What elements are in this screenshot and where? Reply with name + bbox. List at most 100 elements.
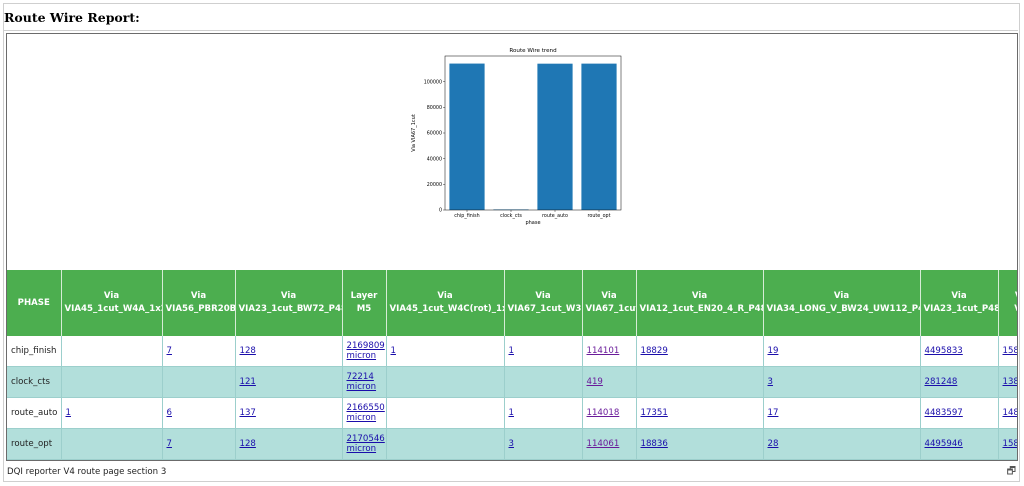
cell-link[interactable]: 7 (166, 345, 172, 356)
cell-link[interactable]: 18829 (640, 345, 668, 356)
bar-route_opt (581, 63, 617, 210)
column-header-line: Via (1015, 291, 1017, 301)
cell-link[interactable]: 4483597 (924, 407, 963, 418)
route-wire-table: PHASE Via VIA45_1cut_W4A_1x2 Via VIA56_PBR20… (7, 270, 1017, 460)
cell-link[interactable]: 3 (508, 438, 514, 449)
cell-link[interactable]: 128 (239, 438, 256, 449)
cell-link[interactable]: 28 (767, 438, 779, 449)
y-tick-label: 80000 (427, 105, 442, 111)
column-header-line: VIA67_1cut_W3 (507, 304, 582, 314)
cell-link[interactable]: 1 (508, 345, 514, 356)
table-cell: 4483597 (920, 397, 999, 429)
y-tick-label: 20000 (427, 182, 442, 188)
cell-link[interactable]: 1 (508, 407, 514, 418)
table-cell: 7 (162, 428, 236, 460)
cell-link[interactable]: 17351 (640, 407, 668, 418)
column-header: Layer M5 (342, 270, 387, 336)
column-header-line: VIA23_1cut_P48 (923, 304, 998, 314)
cell-link[interactable]: 158 (1002, 438, 1018, 449)
phase-cell: chip_finish (7, 336, 62, 367)
table-cell: 1 (61, 397, 163, 429)
cell-link[interactable]: 19 (767, 345, 779, 356)
table-cell: 281248 (920, 366, 999, 398)
x-tick-label: route_opt (588, 213, 611, 219)
table-cell: 1 (504, 397, 583, 429)
table-cell (386, 397, 505, 429)
cell-link[interactable]: 4495946 (924, 438, 963, 449)
bar-route_auto (537, 63, 573, 211)
cell-link[interactable]: 114061 (586, 438, 620, 449)
cell-link[interactable]: 3 (767, 376, 773, 387)
table-cell: 158 (998, 336, 1017, 367)
cell-link[interactable]: 7 (166, 438, 172, 449)
cell-link[interactable]: 1 (390, 345, 396, 356)
table-cell: 19 (763, 336, 921, 367)
column-header-line: Via (280, 291, 297, 301)
table-cell: 28 (763, 428, 921, 460)
table-scroll-container[interactable]: PHASE Via VIA45_1cut_W4A_1x2 Via VIA56_PBR20… (7, 270, 1017, 460)
table-cell: 3 (763, 366, 921, 398)
cell-link[interactable]: 17 (767, 407, 779, 418)
column-header-line: VIA45_1cut_W4C(rot)_1x2 (389, 304, 504, 314)
cell-link[interactable]: 148 (1002, 407, 1018, 418)
cell-link[interactable]: 121 (239, 376, 256, 387)
table-cell: 138 (998, 366, 1018, 398)
table-cell: 72214 micron (342, 366, 387, 398)
report-title: Route Wire Report: (4, 10, 140, 25)
column-header-line: VIA23_1cut_BW72_P48 (238, 304, 342, 314)
column-header: Via VIA23_1cut_P48 (920, 270, 999, 336)
cell-link[interactable]: 2170546 micron (346, 433, 385, 455)
column-header: Via VIA12_1cut_EN20_4_R_P48 (636, 270, 764, 336)
x-axis-label: phase (525, 220, 540, 226)
cell-link[interactable]: 114018 (586, 407, 620, 418)
table-cell (386, 428, 505, 460)
table-cell (61, 428, 163, 460)
column-header-line: VIA45_1cut_W4A_1x2 (64, 304, 162, 314)
y-tick-label: 100000 (424, 79, 442, 85)
table-cell: 17 (763, 397, 921, 429)
cell-link[interactable]: 138 (1002, 376, 1018, 387)
column-header: Via VIA56_PBR20B (162, 270, 236, 336)
table-row: chip_finish 7 128 2169809 micron 1 1 114101 188… (7, 336, 1017, 367)
chart-area: Route Wire trend chip_finish clock_cts rout… (7, 34, 1017, 270)
table-cell: 18836 (636, 428, 764, 460)
column-header-line: Via (535, 291, 551, 301)
column-header-line: VIA (1014, 304, 1017, 314)
cell-link[interactable]: 18836 (640, 438, 668, 449)
cell-link[interactable]: 1 (65, 407, 71, 418)
cell-link[interactable]: 114101 (586, 345, 620, 356)
cell-link[interactable]: 419 (586, 376, 603, 387)
cell-link[interactable]: 281248 (924, 376, 958, 387)
column-header: Via VIA23_1cut_BW72_P48 (235, 270, 343, 336)
cell-link[interactable]: 128 (239, 345, 256, 356)
table-cell: 158 (998, 428, 1018, 460)
column-header-line: Via (103, 291, 120, 301)
table-cell: 4495946 (920, 428, 999, 460)
table-body: chip_finish 7 128 2169809 micron 1 1 114101 188… (7, 336, 1017, 460)
footer-bar: DQI reporter V4 route page section 3 🗗 (4, 463, 1018, 481)
phase-cell: route_opt (7, 428, 62, 460)
table-cell: 148 (998, 397, 1018, 429)
column-header: Via VIA45_1cut_W4A_1x2 (61, 270, 163, 336)
table-cell: 4495833 (920, 336, 999, 367)
table-cell: 1 (386, 336, 505, 367)
x-tick-label: route_auto (542, 213, 568, 219)
table-cell: 18829 (636, 336, 764, 367)
cell-link[interactable]: 2166550 micron (346, 402, 385, 424)
y-tick-label: 0 (439, 208, 442, 214)
table-cell: 114018 (582, 397, 637, 429)
cell-link[interactable]: 137 (239, 407, 256, 418)
cell-link[interactable]: 72214 micron (346, 371, 377, 393)
cell-link[interactable]: 4495833 (924, 345, 963, 356)
expand-icon[interactable]: 🗗 (1006, 466, 1016, 477)
cell-link[interactable]: 158 (1002, 345, 1018, 356)
column-header: Via VIA (998, 270, 1017, 336)
column-header-line: VIA12_1cut_EN20_4_R_P48 (639, 304, 763, 314)
cell-link[interactable]: 2169809 micron (346, 340, 385, 362)
cell-link[interactable]: 6 (166, 407, 172, 418)
table-cell: 128 (235, 336, 343, 367)
column-header-line: PHASE (17, 297, 50, 308)
column-header: Via VIA67_1cut (582, 270, 637, 336)
table-cell: 2166550 micron (342, 397, 387, 429)
table-cell (162, 366, 236, 398)
